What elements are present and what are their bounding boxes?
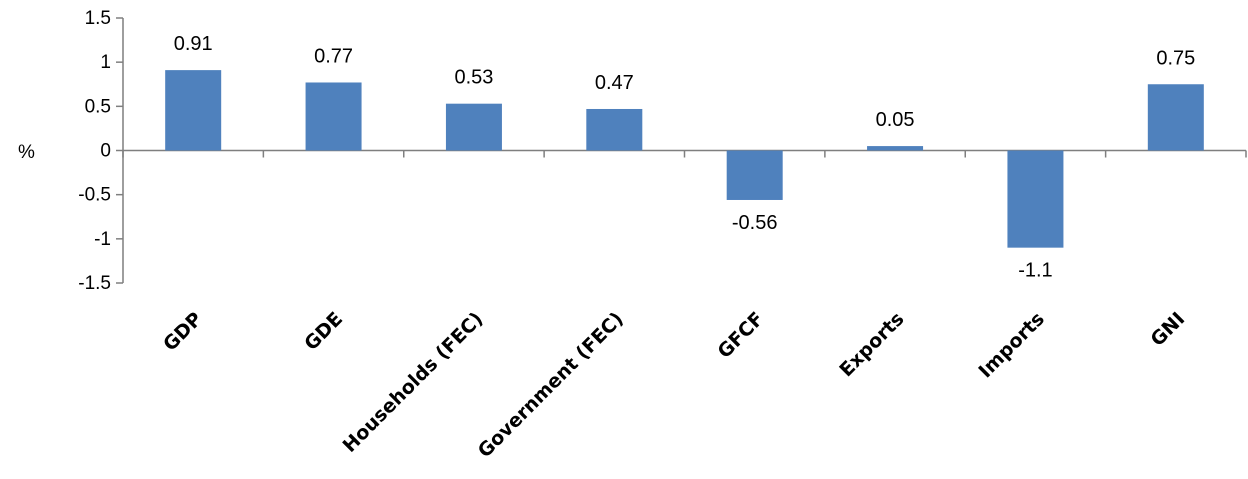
bar [867, 146, 924, 151]
y-tick-label: 1 [100, 52, 111, 73]
bars [165, 70, 1204, 248]
data-label: 0.91 [174, 33, 213, 55]
bar [445, 103, 502, 151]
y-axis-title: % [18, 142, 35, 163]
data-label: -0.56 [732, 212, 778, 234]
bar [726, 150, 783, 200]
bar [586, 108, 643, 151]
category-label: GDE [300, 308, 347, 355]
data-label: 0.53 [454, 67, 493, 89]
category-label: GFCF [713, 308, 768, 363]
data-label: 0.77 [314, 45, 353, 67]
category-label: Households (FEC) [339, 308, 488, 457]
category-label: Exports [835, 308, 908, 381]
category-label: GNI [1147, 308, 1190, 351]
data-label: -1.1 [1018, 260, 1052, 282]
y-tick-label: -1.5 [78, 273, 111, 294]
data-label: 0.05 [876, 109, 915, 131]
bar [1007, 150, 1064, 248]
y-tick-label: 0 [100, 141, 111, 162]
bar [305, 82, 362, 151]
data-labels: 0.91 0.77 0.53 0.47 -0.56 0.05 -1.1 0.75 [174, 33, 1196, 282]
category-label: Imports [975, 308, 1049, 382]
data-label: 0.47 [595, 72, 634, 94]
bar [165, 70, 222, 151]
category-label: Government (FEC) [474, 308, 628, 462]
y-axis: 1.5 1 0.5 0 -0.5 -1 -1.5 [78, 8, 124, 294]
x-axis [122, 149, 1247, 158]
y-tick-label: 0.5 [85, 96, 111, 117]
y-tick-label: -0.5 [78, 185, 111, 206]
data-label: 0.75 [1156, 47, 1195, 69]
y-tick-label: 1.5 [85, 8, 111, 29]
bar [1147, 84, 1204, 151]
y-tick-label: -1 [94, 229, 111, 250]
category-label: GDP [159, 308, 207, 356]
